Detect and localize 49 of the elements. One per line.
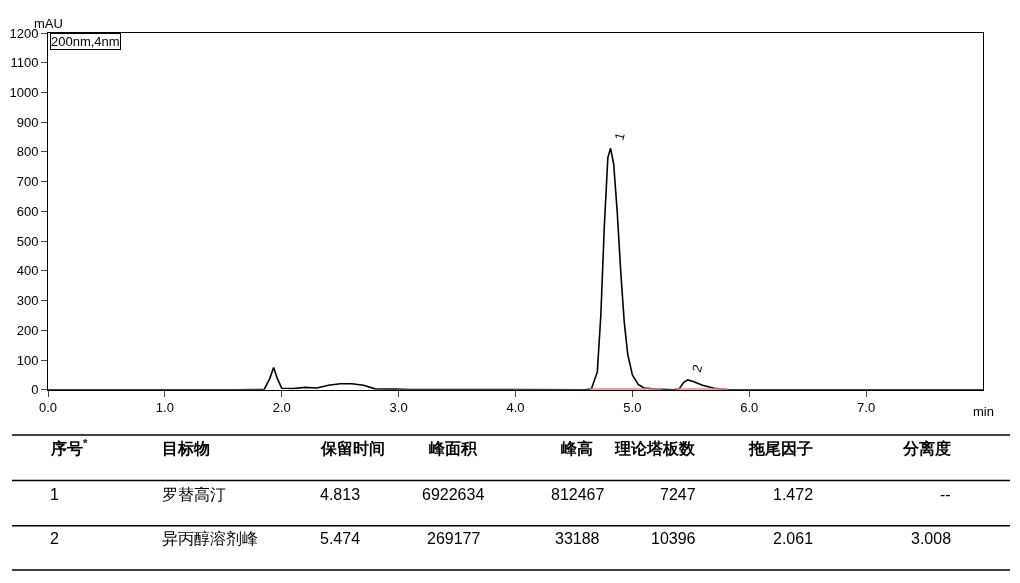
x-tick-label: 1.0: [155, 400, 174, 416]
y-tick-label: 1200: [9, 25, 39, 41]
category-label: 保留时间: [320, 440, 385, 457]
category-label: 理论塔板数: [614, 440, 696, 457]
text: 罗替高汀: [162, 486, 226, 503]
text: --: [940, 486, 951, 503]
text: 2.061: [773, 530, 814, 547]
x-axis-title: min: [973, 404, 994, 419]
y-tick-label: 400: [16, 263, 39, 279]
text: 异丙醇溶剂峰: [162, 530, 258, 547]
text: 3.008: [911, 530, 952, 547]
y-tick-label: 0: [31, 382, 39, 398]
x-tick-label: 0.0: [38, 400, 58, 416]
y-tick-label: 800: [16, 144, 39, 160]
y-tick-label: 500: [16, 233, 39, 249]
y-tick-label: 700: [16, 174, 39, 190]
y-tick-label: 1000: [9, 85, 39, 101]
x-tick-label: 4.0: [506, 400, 525, 416]
text: 5.474: [320, 530, 361, 547]
text: 10396: [651, 530, 696, 547]
x-tick-label: 6.0: [740, 400, 759, 416]
y-tick-label: 900: [16, 114, 39, 130]
annotation: 2: [688, 362, 706, 374]
y-tick-label: 100: [16, 352, 39, 368]
category-label: 目标物: [162, 440, 210, 457]
category-label: 分离度: [902, 439, 951, 457]
x-tick-label: 5.0: [623, 400, 642, 416]
x-tick-label: 7.0: [857, 400, 876, 416]
text: 2: [50, 530, 59, 547]
x-tick-label: 2.0: [272, 400, 291, 416]
category-label: 拖尾因子: [748, 440, 813, 457]
y-tick-label: 1100: [10, 55, 39, 71]
annotation: 200nm,4nm: [51, 34, 120, 49]
text: 6922634: [422, 486, 485, 503]
category-label: 序号$^{*}$: [50, 437, 88, 457]
category-label: 峰高: [561, 439, 593, 457]
text: 1.472: [773, 486, 814, 503]
y-tick-label: 600: [16, 203, 39, 219]
text: 33188: [555, 530, 600, 547]
category-label: 峰面积: [429, 440, 478, 457]
text: 1: [50, 486, 59, 503]
text: 812467: [551, 486, 605, 503]
y-tick-label: 200: [16, 322, 39, 338]
text: 7247: [660, 486, 696, 503]
annotation: 1: [611, 131, 628, 142]
text: 4.813: [320, 486, 361, 503]
y-tick-label: 300: [16, 293, 39, 309]
text: 269177: [427, 530, 481, 547]
x-tick-label: 3.0: [389, 400, 408, 416]
